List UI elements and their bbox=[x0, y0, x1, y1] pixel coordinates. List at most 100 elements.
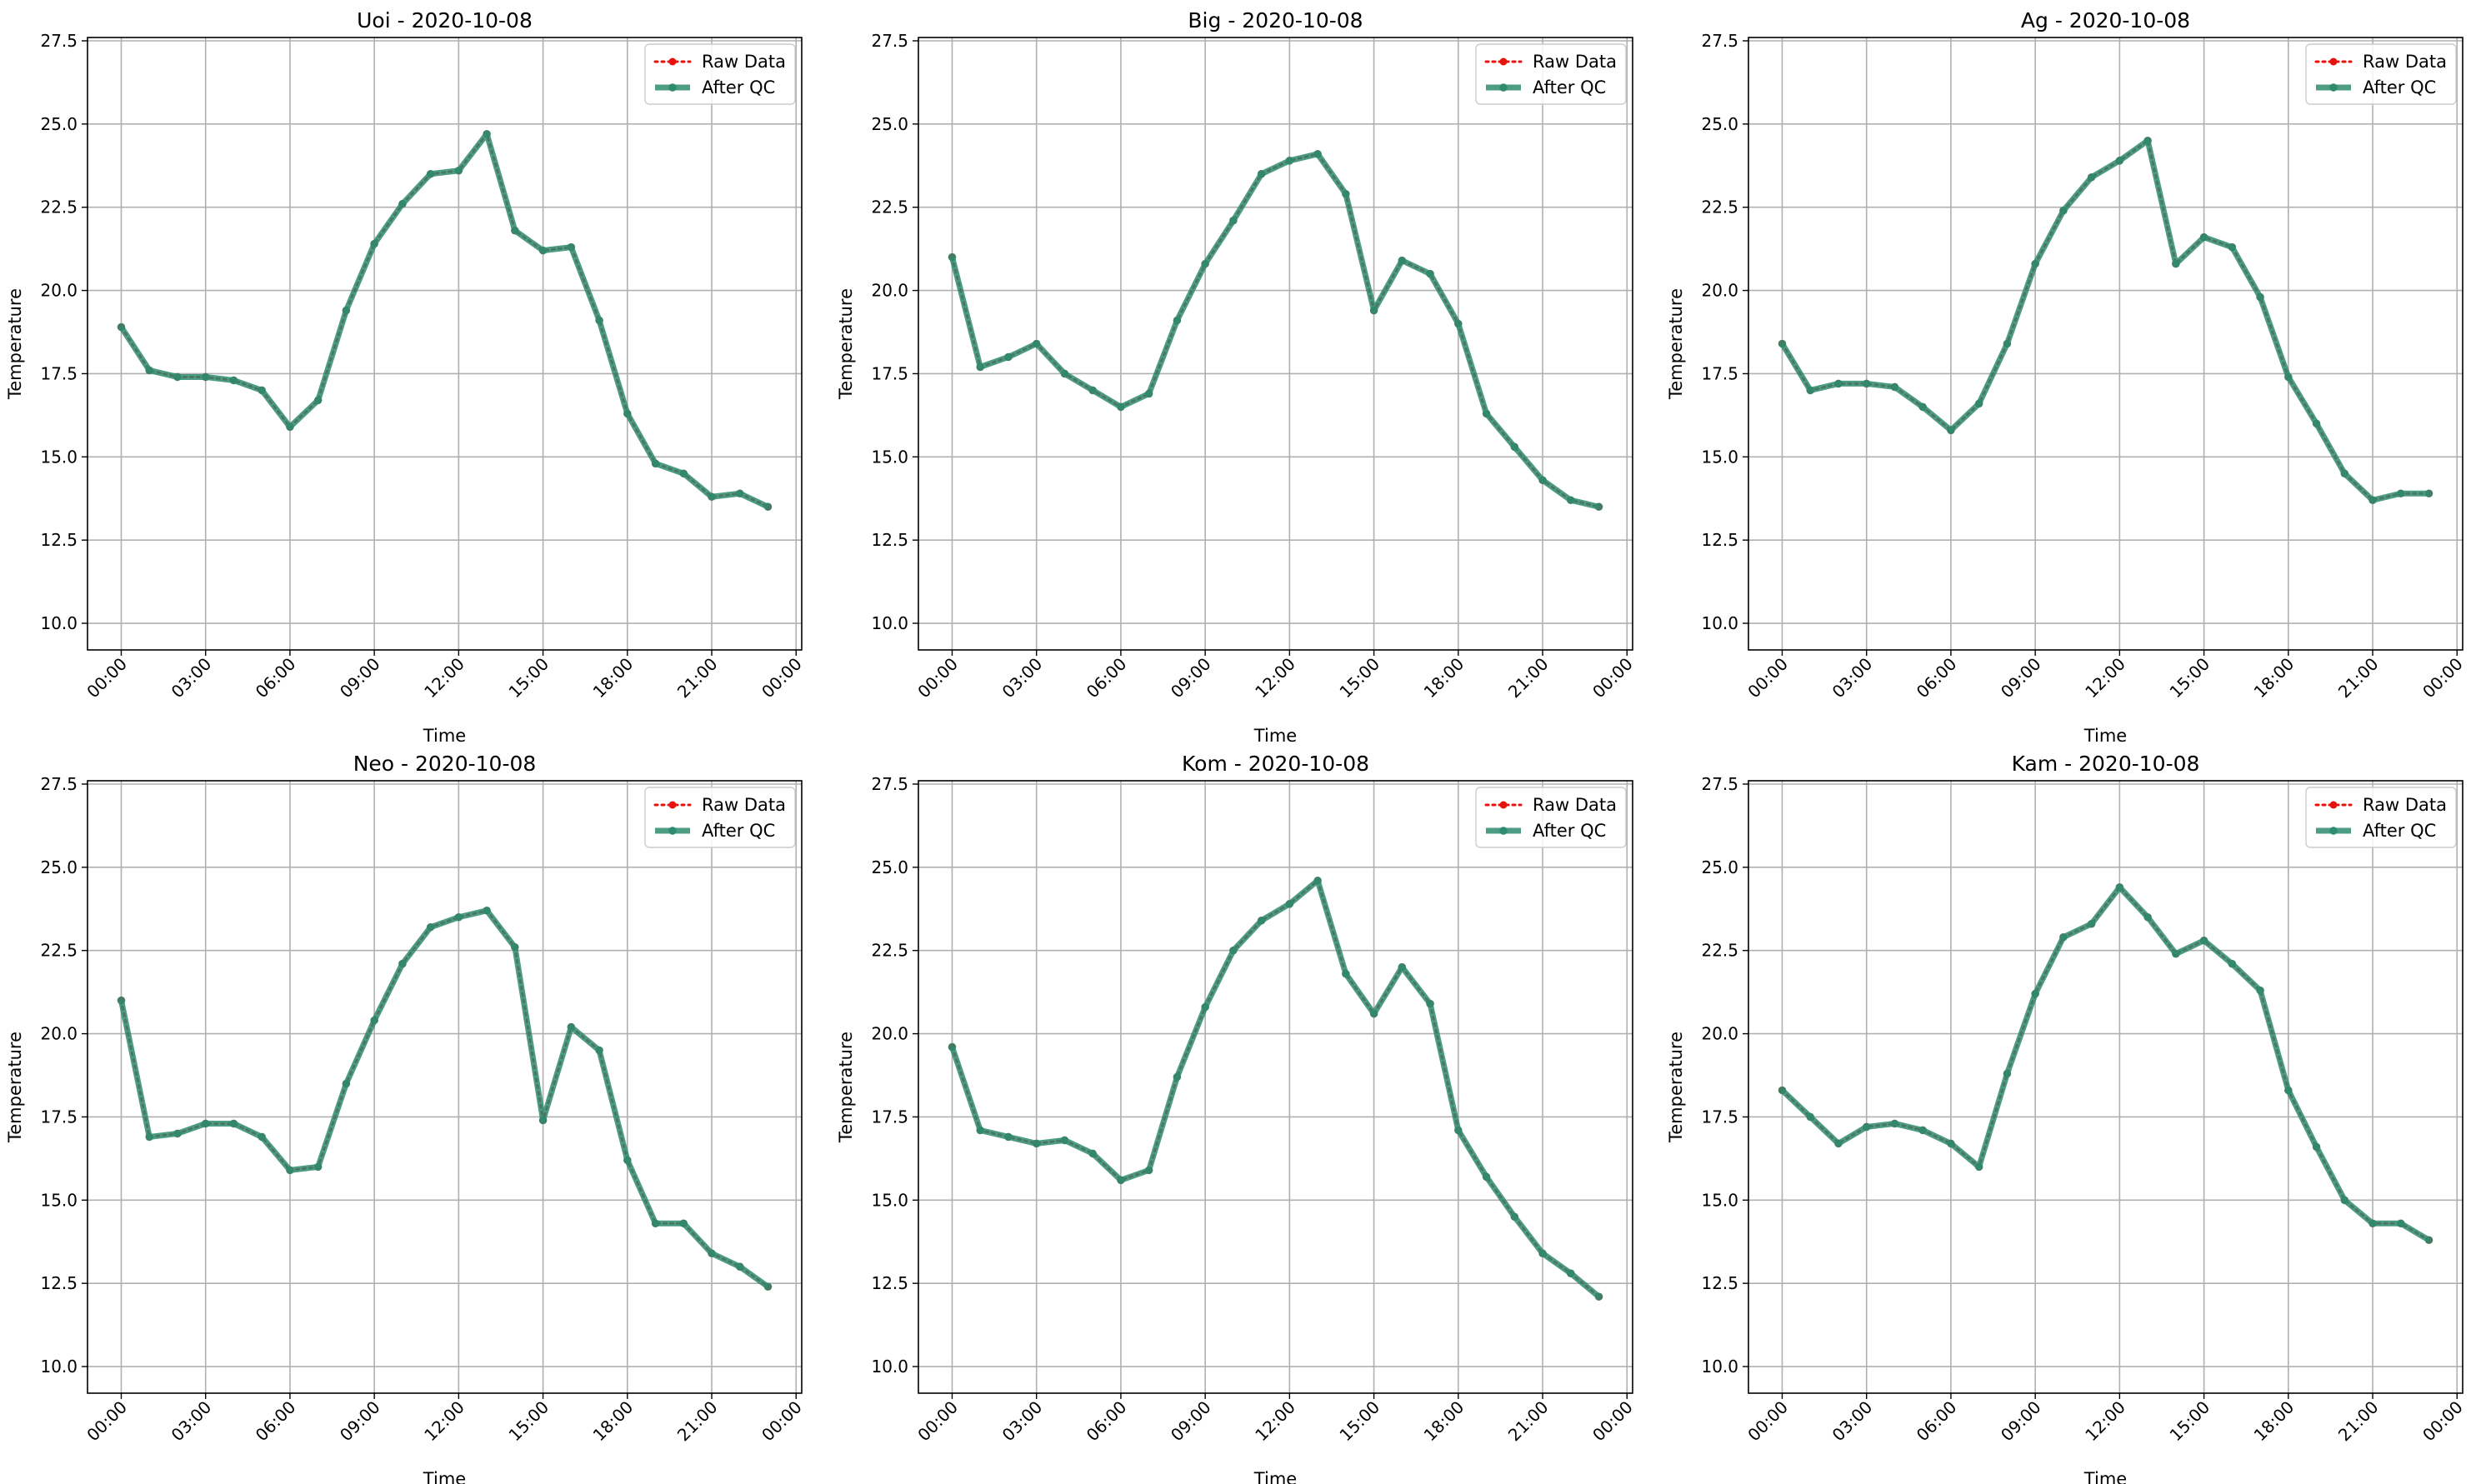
after-qc-point bbox=[1173, 316, 1182, 325]
x-tick-label: 03:00 bbox=[998, 654, 1047, 702]
after-qc-point bbox=[735, 489, 744, 498]
legend-qc-marker bbox=[2329, 83, 2338, 92]
after-qc-point bbox=[511, 942, 519, 952]
x-tick-label: 21:00 bbox=[673, 1397, 722, 1446]
after-qc-point bbox=[735, 1262, 744, 1272]
after-qc-point bbox=[1947, 1139, 1955, 1148]
legend-qc-label: After QC bbox=[2363, 77, 2436, 97]
after-qc-point bbox=[145, 1132, 154, 1142]
x-axis-label: Time bbox=[1253, 726, 1297, 746]
y-tick-label: 12.5 bbox=[40, 530, 78, 550]
after-qc-point bbox=[2396, 1219, 2405, 1228]
x-tick-label: 18:00 bbox=[2250, 654, 2298, 702]
y-tick-label: 27.5 bbox=[871, 31, 908, 51]
legend: Raw Data After QC bbox=[1475, 43, 1627, 105]
x-tick-label: 12:00 bbox=[420, 1397, 468, 1446]
after-qc-line bbox=[118, 907, 770, 1290]
y-tick-label: 15.0 bbox=[871, 1190, 908, 1210]
x-tick-label: 18:00 bbox=[1420, 1397, 1468, 1446]
after-qc-point bbox=[679, 1219, 688, 1228]
x-tick-label: 15:00 bbox=[2165, 1397, 2213, 1446]
plot-frame bbox=[918, 37, 1633, 651]
y-tick-label: 17.5 bbox=[40, 363, 78, 383]
x-tick-label: 06:00 bbox=[1913, 654, 1961, 702]
after-qc-point bbox=[483, 130, 491, 138]
after-qc-point bbox=[398, 959, 407, 968]
y-axis-label: Temperature bbox=[1666, 1032, 1686, 1143]
after-qc-point bbox=[1173, 1072, 1182, 1082]
legend-qc-marker bbox=[2329, 827, 2338, 835]
after-qc-point bbox=[511, 226, 519, 235]
after-qc-point bbox=[1974, 399, 1983, 408]
chart-title: Ag - 2020-10-08 bbox=[2021, 8, 2190, 32]
after-qc-point bbox=[1398, 256, 1407, 265]
plot-frame bbox=[918, 780, 1633, 1394]
y-tick-label: 25.0 bbox=[871, 114, 908, 134]
legend-qc-label: After QC bbox=[702, 821, 775, 841]
after-qc-point bbox=[1060, 369, 1069, 378]
y-tick-label: 20.0 bbox=[871, 281, 908, 301]
after-qc-point bbox=[2087, 919, 2096, 928]
after-qc-point bbox=[1778, 339, 1787, 348]
subplot-4: 00:00 03:00 06:00 09:00 12:00 15:00 18:00 21:00… bbox=[5, 752, 806, 1484]
y-tick-label: 17.5 bbox=[871, 363, 908, 383]
legend-raw-label: Raw Data bbox=[702, 52, 786, 72]
x-tick-label: 12:00 bbox=[2081, 654, 2129, 702]
x-tick-label: 21:00 bbox=[2334, 654, 2383, 702]
x-tick-label: 00:00 bbox=[2418, 654, 2467, 702]
legend-raw-marker bbox=[668, 801, 677, 809]
after-qc-point bbox=[1201, 259, 1209, 268]
after-qc-point bbox=[1117, 402, 1125, 412]
after-qc-point bbox=[1201, 1002, 1209, 1012]
y-tick-label: 22.5 bbox=[40, 941, 78, 961]
plot-frame bbox=[87, 37, 803, 651]
after-qc-point bbox=[2228, 959, 2237, 968]
after-qc-point bbox=[117, 996, 126, 1005]
after-qc-point bbox=[201, 372, 210, 382]
x-tick-label: 06:00 bbox=[1083, 1397, 1131, 1446]
after-qc-point bbox=[1806, 386, 1815, 395]
after-qc-point bbox=[651, 1219, 660, 1228]
after-qc-point bbox=[623, 1156, 632, 1165]
legend-raw-label: Raw Data bbox=[1533, 52, 1617, 72]
after-qc-point bbox=[370, 239, 378, 248]
legend-raw-marker bbox=[1499, 57, 1508, 66]
legend: Raw Data After QC bbox=[2305, 43, 2457, 105]
after-qc-point bbox=[2115, 156, 2124, 165]
x-tick-label: 09:00 bbox=[1167, 1397, 1215, 1446]
after-qc-point bbox=[1778, 1086, 1787, 1095]
after-qc-line bbox=[1779, 137, 2429, 503]
after-qc-point bbox=[454, 912, 463, 922]
after-qc-point bbox=[173, 372, 182, 382]
after-qc-point bbox=[1538, 1249, 1547, 1258]
after-qc-point bbox=[1566, 496, 1575, 505]
after-qc-point bbox=[1974, 1162, 1983, 1172]
legend-qc-marker bbox=[1499, 83, 1508, 92]
after-qc-point bbox=[538, 246, 548, 255]
y-tick-label: 22.5 bbox=[40, 197, 78, 217]
y-tick-label: 12.5 bbox=[1701, 1273, 1738, 1293]
y-tick-label: 12.5 bbox=[1701, 530, 1738, 550]
after-qc-line bbox=[949, 877, 1601, 1299]
after-qc-point bbox=[426, 169, 435, 178]
after-qc-point bbox=[229, 1119, 238, 1128]
after-qc-point bbox=[2199, 936, 2208, 945]
x-tick-label: 00:00 bbox=[1588, 654, 1637, 702]
after-qc-point bbox=[426, 922, 435, 932]
after-qc-point bbox=[1369, 1009, 1378, 1018]
after-qc-point bbox=[286, 1166, 294, 1175]
after-qc-point bbox=[1088, 1149, 1097, 1158]
after-qc-point bbox=[1229, 946, 1238, 955]
after-qc-point bbox=[1806, 1112, 1815, 1122]
y-tick-label: 10.0 bbox=[40, 1357, 78, 1377]
after-qc-line bbox=[949, 151, 1600, 510]
y-tick-label: 12.5 bbox=[871, 1273, 908, 1293]
x-axis-label: Time bbox=[2083, 1469, 2127, 1484]
after-qc-point bbox=[1566, 1269, 1575, 1277]
x-tick-label: 03:00 bbox=[1828, 1397, 1877, 1446]
after-qc-point bbox=[976, 362, 985, 372]
x-tick-label: 00:00 bbox=[758, 654, 806, 702]
y-tick-label: 12.5 bbox=[871, 530, 908, 550]
after-qc-point bbox=[1834, 1139, 1843, 1148]
y-tick-label: 27.5 bbox=[871, 774, 908, 794]
